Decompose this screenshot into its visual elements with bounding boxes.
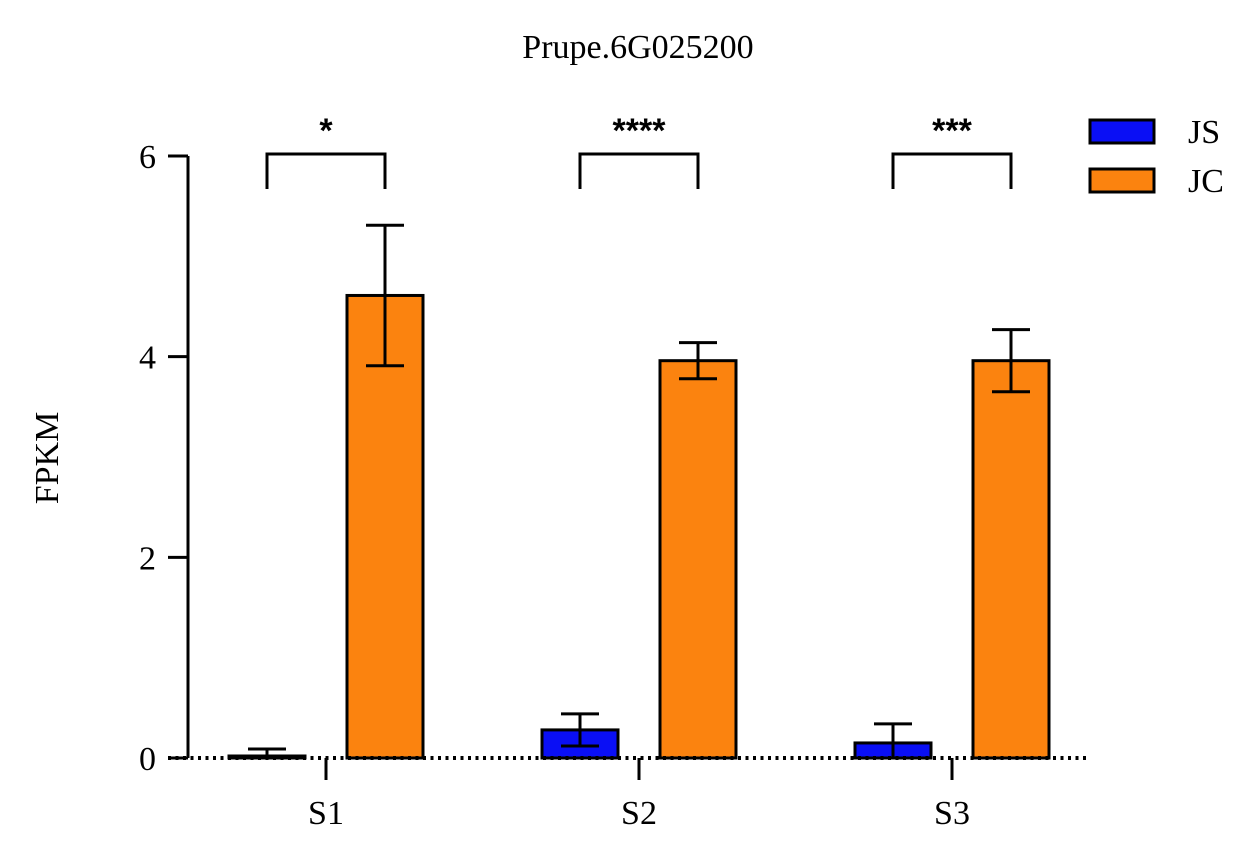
legend-label-js: JS xyxy=(1188,114,1220,151)
y-tick-label: 4 xyxy=(139,340,156,377)
significance-label: * xyxy=(319,112,333,150)
x-tick-label: S2 xyxy=(621,795,657,832)
legend-swatch-js xyxy=(1088,118,1156,145)
significance-label: *** xyxy=(932,112,972,150)
bar-jc-s2 xyxy=(658,359,738,760)
significance-bracket xyxy=(265,152,387,189)
significance-bracket xyxy=(578,152,700,189)
x-tick-label: S3 xyxy=(934,795,970,832)
y-tick-label: 2 xyxy=(139,540,156,577)
legend-swatch-jc xyxy=(1088,167,1156,194)
y-axis-label: FPKM xyxy=(29,412,66,505)
significance-label: **** xyxy=(613,112,667,150)
bar-jc-s3 xyxy=(971,359,1051,760)
y-tick-label: 0 xyxy=(139,741,156,778)
chart-title: Prupe.6G025200 xyxy=(522,29,753,66)
x-tick-label: S1 xyxy=(308,795,344,832)
legend-label-jc: JC xyxy=(1188,163,1224,200)
y-tick-label: 6 xyxy=(139,139,156,176)
significance-bracket xyxy=(891,152,1013,189)
